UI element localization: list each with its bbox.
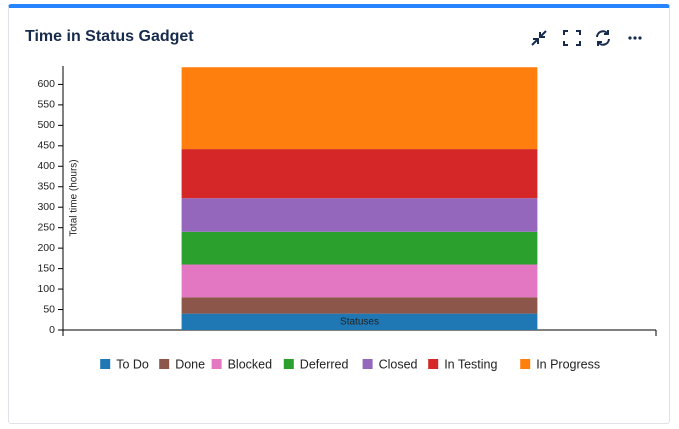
y-tick-label: 350 xyxy=(37,181,55,193)
legend-swatch xyxy=(362,359,373,369)
legend-label: In Progress xyxy=(536,357,600,371)
toolbar xyxy=(531,30,642,46)
legend-swatch xyxy=(100,359,111,369)
y-tick-label: 400 xyxy=(37,160,55,172)
y-tick-label: 0 xyxy=(49,324,55,336)
bar-segment xyxy=(181,149,538,199)
y-tick-label: 250 xyxy=(37,221,55,233)
gadget-card: Time in Status Gadget xyxy=(8,4,670,424)
legend-label: Deferred xyxy=(300,357,349,371)
y-axis-label: Total time (hours) xyxy=(69,159,80,236)
legend-label: To Do xyxy=(116,357,149,371)
y-tick-label: 200 xyxy=(37,242,55,254)
legend-label: Closed xyxy=(379,357,418,371)
bar-segment xyxy=(181,198,538,232)
y-tick-label: 550 xyxy=(37,99,55,111)
legend-label: Blocked xyxy=(228,357,273,371)
legend-label: Done xyxy=(175,357,205,371)
bar-segment xyxy=(181,313,538,330)
y-tick-label: 300 xyxy=(37,201,55,213)
gadget-title: Time in Status Gadget xyxy=(25,28,194,45)
legend-label: In Testing xyxy=(444,357,497,371)
legend-swatch xyxy=(211,359,222,369)
legend-swatch xyxy=(428,359,439,369)
minimize-icon[interactable] xyxy=(531,30,547,46)
bar-segment xyxy=(181,264,538,298)
x-tick-label: Statuses xyxy=(340,317,379,328)
legend-swatch xyxy=(159,359,170,369)
y-tick-label: 600 xyxy=(37,78,55,90)
refresh-icon[interactable] xyxy=(596,30,610,46)
y-tick-label: 450 xyxy=(37,140,55,152)
y-tick-label: 50 xyxy=(43,303,55,315)
bar-segment xyxy=(181,67,538,150)
more-icon[interactable] xyxy=(628,36,642,40)
fullscreen-icon[interactable] xyxy=(563,30,581,46)
bar-segment xyxy=(181,231,538,265)
bar-segment xyxy=(181,297,538,314)
y-tick-label: 500 xyxy=(37,119,55,131)
legend-swatch xyxy=(283,359,294,369)
y-tick-label: 150 xyxy=(37,262,55,274)
y-tick-label: 100 xyxy=(37,283,55,295)
legend-swatch xyxy=(520,359,531,369)
